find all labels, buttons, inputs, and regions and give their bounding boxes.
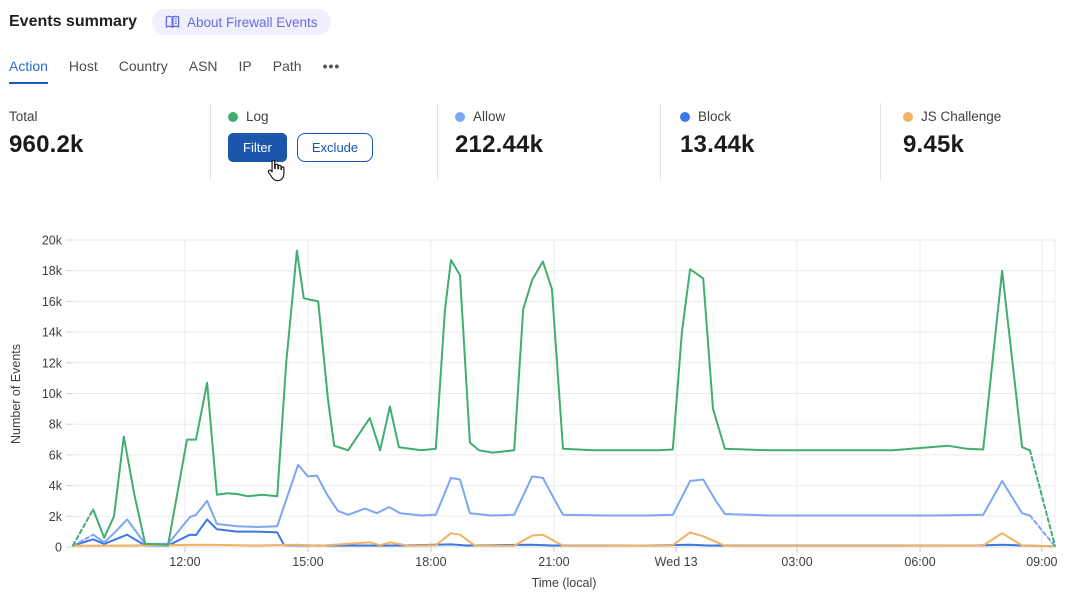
y-tick-label: 10k	[42, 387, 63, 401]
tab-action[interactable]: Action	[9, 58, 48, 84]
y-tick-label: 20k	[42, 234, 63, 248]
exclude-button[interactable]: Exclude	[296, 133, 374, 162]
stats-divider	[880, 103, 881, 181]
cursor-pointer-icon	[264, 159, 286, 183]
series-lead-dash-log	[72, 508, 95, 547]
stat-js-challenge[interactable]: JS Challenge 9.45k	[903, 109, 1001, 159]
x-tick-label: 12:00	[169, 555, 200, 569]
tabs-more-button[interactable]: •••	[322, 58, 341, 74]
x-tick-label: 03:00	[781, 555, 812, 569]
stat-block-label: Block	[698, 109, 732, 124]
series-tail-dash-allow	[1028, 514, 1056, 548]
js-challenge-legend-dot	[903, 111, 913, 122]
series-lead-dash-allow	[72, 533, 95, 547]
x-tick-label: Wed 13	[655, 555, 698, 569]
log-legend-dot	[228, 111, 238, 122]
block-legend-dot	[680, 111, 690, 122]
y-tick-label: 16k	[42, 295, 63, 309]
series-line-js-challenge	[72, 531, 1056, 548]
stat-js-challenge-label: JS Challenge	[921, 109, 1002, 124]
stat-allow-value: 212.44k	[455, 131, 544, 158]
filter-button[interactable]: Filter	[228, 133, 287, 162]
y-tick-label: 18k	[42, 264, 63, 278]
x-tick-label: 09:00	[1026, 555, 1057, 569]
y-tick-label: 0	[55, 541, 62, 555]
y-tick-label: 8k	[49, 418, 63, 432]
tab-host[interactable]: Host	[68, 58, 98, 74]
page-title: Events summary	[9, 13, 138, 30]
y-axis-title: Number of Events	[9, 344, 23, 444]
about-badge-label: About Firewall Events	[187, 14, 318, 30]
events-time-series-chart[interactable]: 0 2k 4k 6k 8k 10k 12k 14k 16k 18k 20k 12:00 15:00 18:…	[0, 228, 1068, 598]
tab-asn[interactable]: ASN	[188, 58, 218, 74]
stat-log[interactable]: Log Filter Exclude	[228, 109, 374, 162]
y-tick-label: 6k	[49, 448, 63, 462]
stat-block-value: 13.44k	[680, 131, 755, 158]
y-tick-label: 14k	[42, 326, 63, 340]
y-tick-label: 12k	[42, 356, 63, 370]
book-icon	[165, 15, 180, 29]
x-axis-title: Time (local)	[532, 576, 597, 590]
allow-legend-dot	[455, 111, 465, 122]
stat-js-challenge-value: 9.45k	[903, 131, 965, 158]
tab-path[interactable]: Path	[272, 58, 302, 74]
x-tick-label: 18:00	[415, 555, 446, 569]
stat-block[interactable]: Block 13.44k	[680, 109, 755, 159]
x-tick-label: 21:00	[538, 555, 569, 569]
tab-ip[interactable]: IP	[238, 58, 252, 74]
x-tick-label: 06:00	[904, 555, 935, 569]
x-tick-label: 15:00	[292, 555, 323, 569]
stat-total: Total 960.2k	[9, 109, 84, 159]
stat-total-label: Total	[9, 109, 38, 124]
tab-country[interactable]: Country	[118, 58, 168, 74]
stat-allow[interactable]: Allow 212.44k	[455, 109, 543, 159]
stats-divider	[210, 103, 211, 181]
stat-allow-label: Allow	[473, 109, 506, 124]
dimension-tabs: Action Host Country ASN IP Path •••	[9, 58, 340, 84]
y-tick-label: 4k	[49, 479, 63, 493]
stat-log-label: Log	[246, 109, 269, 124]
y-tick-label: 2k	[49, 510, 63, 524]
about-firewall-events-badge[interactable]: About Firewall Events	[152, 9, 331, 35]
series-line-log	[92, 249, 1031, 546]
stats-divider	[437, 103, 438, 181]
series-line-allow	[92, 463, 1031, 545]
series-tail-dash-log	[1028, 449, 1056, 547]
stats-divider	[660, 103, 661, 181]
stat-total-value: 960.2k	[9, 131, 84, 158]
